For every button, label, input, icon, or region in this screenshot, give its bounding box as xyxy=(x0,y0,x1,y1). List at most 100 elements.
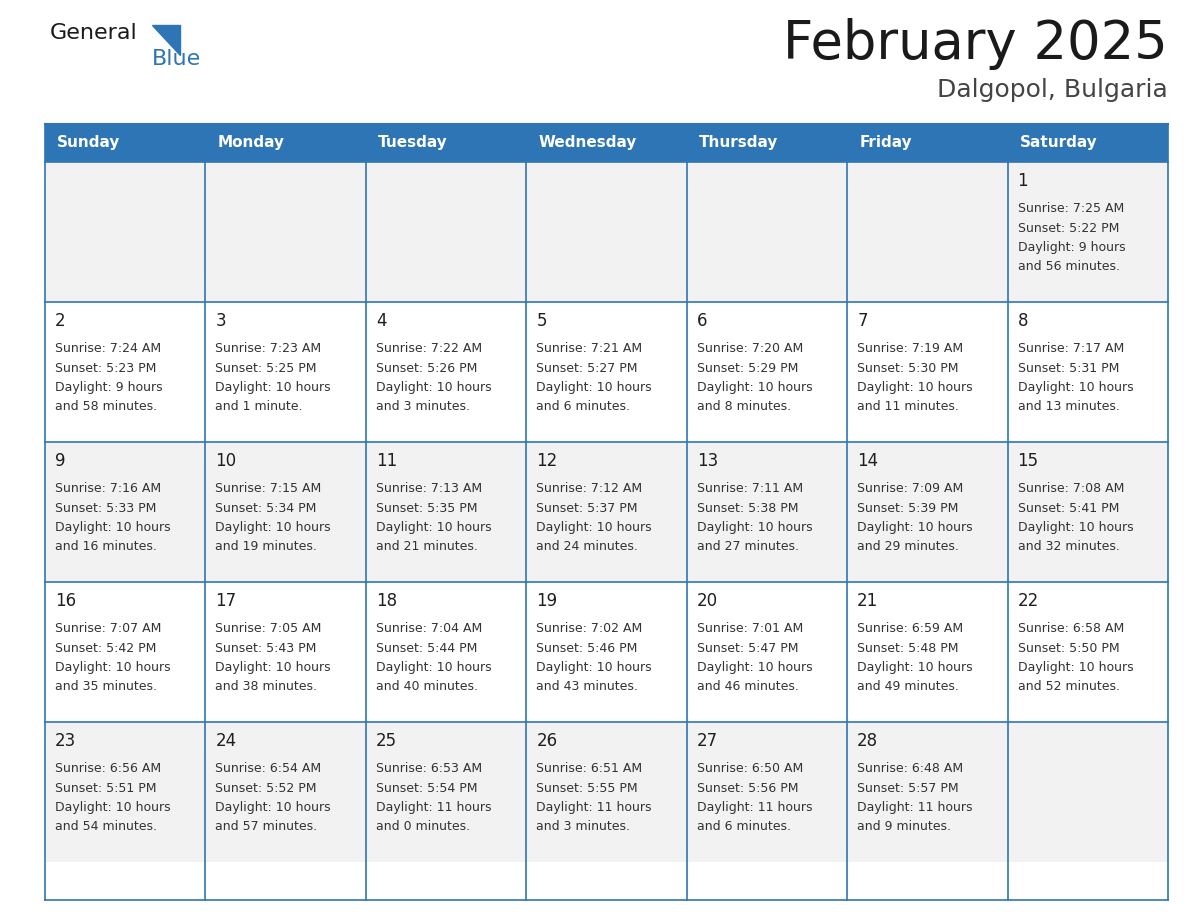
Bar xyxy=(45,162,206,302)
Text: Daylight: 10 hours: Daylight: 10 hours xyxy=(1018,381,1133,394)
Text: Sunrise: 7:25 AM: Sunrise: 7:25 AM xyxy=(1018,202,1124,215)
Text: Sunset: 5:41 PM: Sunset: 5:41 PM xyxy=(1018,501,1119,514)
Bar xyxy=(847,162,1007,302)
Text: 24: 24 xyxy=(215,732,236,750)
Text: Sunrise: 6:58 AM: Sunrise: 6:58 AM xyxy=(1018,622,1124,635)
Text: Daylight: 10 hours: Daylight: 10 hours xyxy=(536,521,652,534)
Text: and 46 minutes.: and 46 minutes. xyxy=(696,680,798,693)
Text: Sunrise: 7:04 AM: Sunrise: 7:04 AM xyxy=(375,622,482,635)
Bar xyxy=(1007,302,1168,442)
Bar xyxy=(366,302,526,442)
Text: Sunrise: 7:24 AM: Sunrise: 7:24 AM xyxy=(55,342,162,355)
Bar xyxy=(1007,162,1168,302)
Text: Monday: Monday xyxy=(217,136,284,151)
Bar xyxy=(687,722,847,862)
Bar xyxy=(526,162,687,302)
Text: Sunset: 5:26 PM: Sunset: 5:26 PM xyxy=(375,362,478,375)
Text: Daylight: 10 hours: Daylight: 10 hours xyxy=(536,661,652,674)
Text: 28: 28 xyxy=(858,732,878,750)
Bar xyxy=(366,722,526,862)
Text: General: General xyxy=(50,23,138,43)
Bar xyxy=(847,124,1007,162)
Bar xyxy=(206,162,366,302)
Bar xyxy=(206,582,366,722)
Text: 21: 21 xyxy=(858,592,878,610)
Text: 19: 19 xyxy=(536,592,557,610)
Text: Sunset: 5:33 PM: Sunset: 5:33 PM xyxy=(55,501,157,514)
Text: Daylight: 10 hours: Daylight: 10 hours xyxy=(696,661,813,674)
Text: and 56 minutes.: and 56 minutes. xyxy=(1018,261,1119,274)
Bar xyxy=(1007,442,1168,582)
Text: Thursday: Thursday xyxy=(699,136,778,151)
Text: Sunrise: 7:08 AM: Sunrise: 7:08 AM xyxy=(1018,482,1124,495)
Text: and 3 minutes.: and 3 minutes. xyxy=(375,400,470,413)
Text: Sunrise: 7:22 AM: Sunrise: 7:22 AM xyxy=(375,342,482,355)
Text: 1: 1 xyxy=(1018,172,1028,190)
Text: Sunrise: 6:59 AM: Sunrise: 6:59 AM xyxy=(858,622,963,635)
Text: Sunset: 5:46 PM: Sunset: 5:46 PM xyxy=(536,642,638,655)
Text: 17: 17 xyxy=(215,592,236,610)
Text: Daylight: 10 hours: Daylight: 10 hours xyxy=(536,381,652,394)
Text: Sunrise: 7:19 AM: Sunrise: 7:19 AM xyxy=(858,342,963,355)
Text: Sunset: 5:38 PM: Sunset: 5:38 PM xyxy=(696,501,798,514)
Text: 12: 12 xyxy=(536,452,557,470)
Text: Sunset: 5:27 PM: Sunset: 5:27 PM xyxy=(536,362,638,375)
Text: 26: 26 xyxy=(536,732,557,750)
Text: Sunset: 5:56 PM: Sunset: 5:56 PM xyxy=(696,781,798,794)
Text: Sunrise: 6:50 AM: Sunrise: 6:50 AM xyxy=(696,762,803,775)
Text: and 58 minutes.: and 58 minutes. xyxy=(55,400,157,413)
Bar xyxy=(206,442,366,582)
Text: Sunrise: 7:09 AM: Sunrise: 7:09 AM xyxy=(858,482,963,495)
Text: 2: 2 xyxy=(55,312,65,330)
Text: Sunrise: 7:16 AM: Sunrise: 7:16 AM xyxy=(55,482,162,495)
Bar xyxy=(45,302,206,442)
Text: Sunrise: 7:21 AM: Sunrise: 7:21 AM xyxy=(536,342,643,355)
Text: 4: 4 xyxy=(375,312,386,330)
Text: 27: 27 xyxy=(696,732,718,750)
Text: and 9 minutes.: and 9 minutes. xyxy=(858,821,952,834)
Text: Sunrise: 7:17 AM: Sunrise: 7:17 AM xyxy=(1018,342,1124,355)
Text: Sunrise: 7:07 AM: Sunrise: 7:07 AM xyxy=(55,622,162,635)
Text: Daylight: 10 hours: Daylight: 10 hours xyxy=(858,381,973,394)
Text: Daylight: 10 hours: Daylight: 10 hours xyxy=(696,381,813,394)
Text: Sunset: 5:29 PM: Sunset: 5:29 PM xyxy=(696,362,798,375)
Text: and 27 minutes.: and 27 minutes. xyxy=(696,541,798,554)
Text: and 49 minutes.: and 49 minutes. xyxy=(858,680,959,693)
Polygon shape xyxy=(152,25,181,55)
Bar xyxy=(366,582,526,722)
Text: Daylight: 10 hours: Daylight: 10 hours xyxy=(1018,521,1133,534)
Text: and 11 minutes.: and 11 minutes. xyxy=(858,400,959,413)
Text: Sunset: 5:50 PM: Sunset: 5:50 PM xyxy=(1018,642,1119,655)
Text: Sunset: 5:44 PM: Sunset: 5:44 PM xyxy=(375,642,478,655)
Text: Sunrise: 7:15 AM: Sunrise: 7:15 AM xyxy=(215,482,322,495)
Text: and 6 minutes.: and 6 minutes. xyxy=(536,400,631,413)
Text: Daylight: 10 hours: Daylight: 10 hours xyxy=(375,661,492,674)
Text: Blue: Blue xyxy=(152,49,201,69)
Text: 10: 10 xyxy=(215,452,236,470)
Text: and 16 minutes.: and 16 minutes. xyxy=(55,541,157,554)
Text: Sunrise: 7:13 AM: Sunrise: 7:13 AM xyxy=(375,482,482,495)
Text: Saturday: Saturday xyxy=(1019,136,1098,151)
Bar xyxy=(45,442,206,582)
Text: Sunrise: 6:56 AM: Sunrise: 6:56 AM xyxy=(55,762,162,775)
Text: Sunset: 5:48 PM: Sunset: 5:48 PM xyxy=(858,642,959,655)
Bar xyxy=(1007,722,1168,862)
Text: 5: 5 xyxy=(536,312,546,330)
Text: Sunrise: 7:05 AM: Sunrise: 7:05 AM xyxy=(215,622,322,635)
Text: and 6 minutes.: and 6 minutes. xyxy=(696,821,791,834)
Bar xyxy=(687,442,847,582)
Text: Daylight: 11 hours: Daylight: 11 hours xyxy=(696,801,813,814)
Text: and 24 minutes.: and 24 minutes. xyxy=(536,541,638,554)
Text: Daylight: 10 hours: Daylight: 10 hours xyxy=(55,661,171,674)
Text: and 1 minute.: and 1 minute. xyxy=(215,400,303,413)
Text: Daylight: 11 hours: Daylight: 11 hours xyxy=(858,801,973,814)
Text: and 0 minutes.: and 0 minutes. xyxy=(375,821,470,834)
Text: and 35 minutes.: and 35 minutes. xyxy=(55,680,157,693)
Text: 6: 6 xyxy=(696,312,707,330)
Text: Sunset: 5:42 PM: Sunset: 5:42 PM xyxy=(55,642,157,655)
Text: Daylight: 10 hours: Daylight: 10 hours xyxy=(1018,661,1133,674)
Bar xyxy=(1007,124,1168,162)
Text: Daylight: 10 hours: Daylight: 10 hours xyxy=(215,381,331,394)
Text: Daylight: 10 hours: Daylight: 10 hours xyxy=(696,521,813,534)
Text: Sunrise: 6:48 AM: Sunrise: 6:48 AM xyxy=(858,762,963,775)
